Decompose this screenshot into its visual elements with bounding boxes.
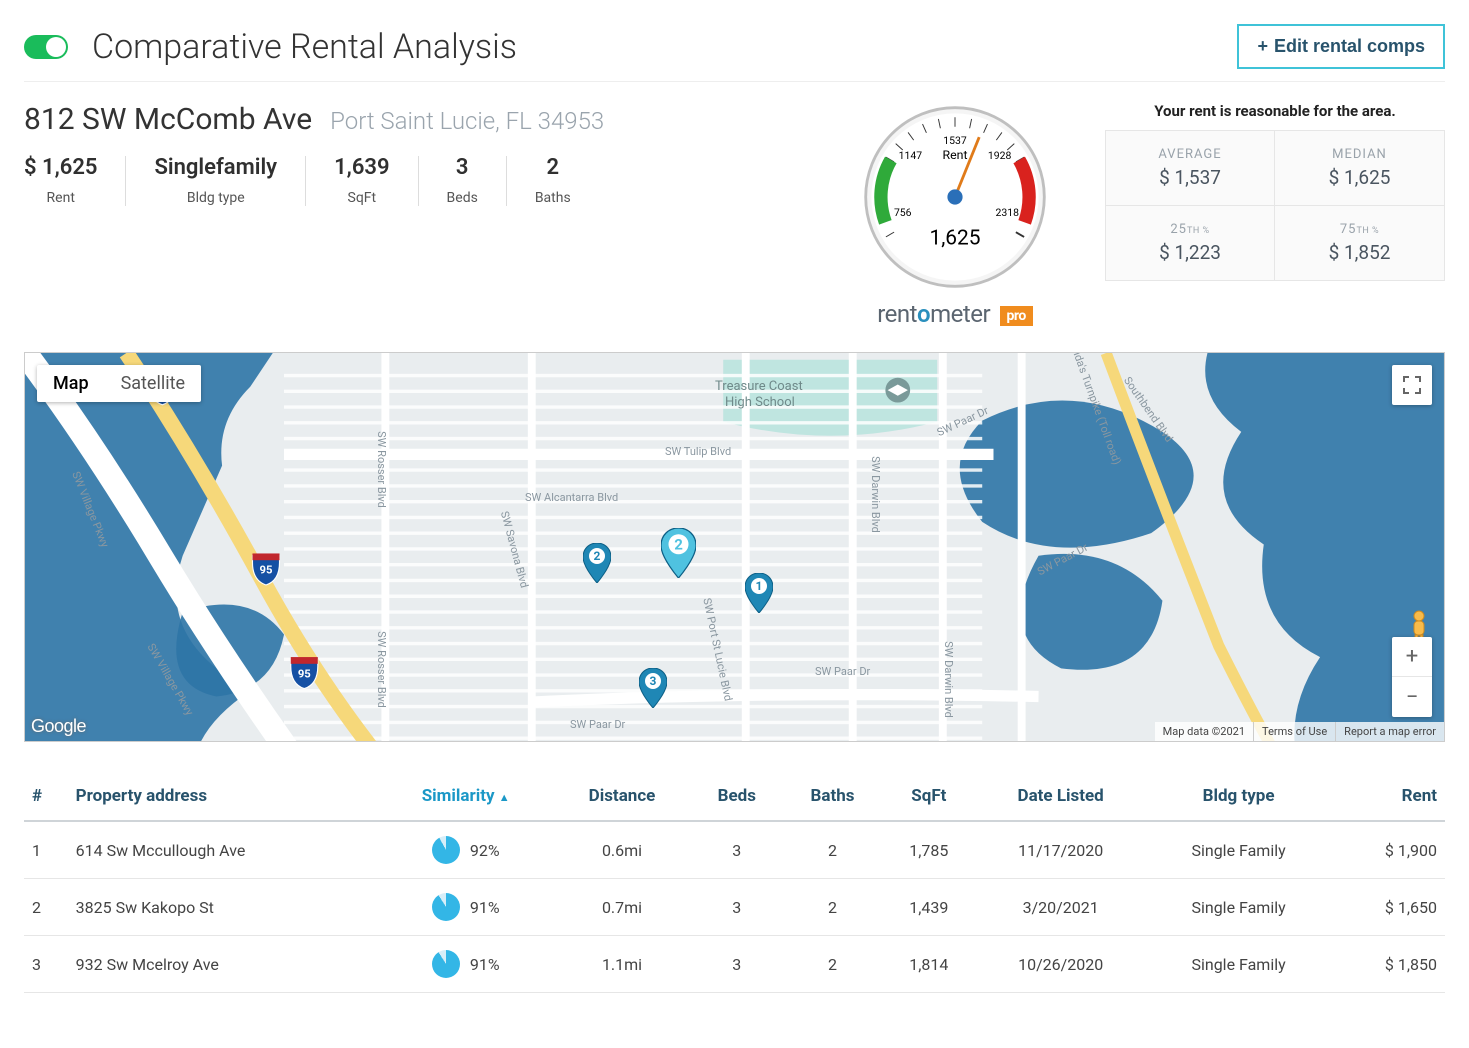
svg-text:1: 1: [756, 579, 763, 593]
zoom-out-button[interactable]: −: [1392, 677, 1432, 717]
svg-text:1928: 1928: [988, 149, 1012, 162]
svg-text:1147: 1147: [899, 149, 923, 162]
table-row[interactable]: 3932 Sw Mcelroy Ave91%1.1mi321,81410/26/…: [24, 936, 1445, 993]
rent-gauge: 1537 1147 1928 756 2318 Rent 1,625: [845, 102, 1065, 292]
col-dist[interactable]: Distance: [553, 772, 692, 821]
col-idx[interactable]: #: [24, 772, 68, 821]
subject-city: Port Saint Lucie, FL 34953: [330, 107, 604, 135]
similarity-pie-icon: [432, 893, 460, 921]
similarity-pie-icon: [432, 950, 460, 978]
svg-text:95: 95: [260, 564, 273, 577]
col-beds[interactable]: Beds: [691, 772, 782, 821]
zoom-control[interactable]: + −: [1392, 637, 1432, 717]
svg-text:2: 2: [674, 535, 683, 553]
map-attribution: Map data ©2021 Terms of Use Report a map…: [1155, 722, 1444, 741]
col-bldg[interactable]: Bldg type: [1146, 772, 1331, 821]
page-title: Comparative Rental Analysis: [92, 27, 517, 67]
col-sqft[interactable]: SqFt: [883, 772, 975, 821]
subject-address: 812 SW McComb Ave: [24, 102, 312, 137]
svg-text:Rent: Rent: [942, 149, 967, 163]
rentometer-logo: rentometer pro: [845, 300, 1065, 328]
comps-map[interactable]: 959595 Map Satellite + − Google Map data…: [24, 352, 1445, 742]
col-addr[interactable]: Property address: [68, 772, 379, 821]
col-baths[interactable]: Baths: [782, 772, 882, 821]
map-tab-satellite[interactable]: Satellite: [105, 365, 201, 402]
verdict-text: Your rent is reasonable for the area.: [1105, 102, 1445, 120]
table-row[interactable]: 23825 Sw Kakopo St91%0.7mi321,4393/20/20…: [24, 879, 1445, 936]
svg-text:2318: 2318: [996, 206, 1020, 219]
col-rent[interactable]: Rent: [1331, 772, 1445, 821]
col-date[interactable]: Date Listed: [975, 772, 1146, 821]
comps-table: #Property addressSimilarity ▲DistanceBed…: [24, 772, 1445, 993]
svg-text:1537: 1537: [943, 134, 967, 147]
svg-text:95: 95: [298, 667, 311, 680]
map-pin-subject[interactable]: 2: [661, 528, 689, 568]
map-tab-map[interactable]: Map: [37, 365, 105, 402]
svg-text:2: 2: [594, 549, 601, 563]
zoom-in-button[interactable]: +: [1392, 637, 1432, 677]
subject-stat-row: $ 1,625RentSinglefamilyBldg type1,639SqF…: [24, 155, 805, 206]
table-row[interactable]: 1614 Sw Mccullough Ave92%0.6mi321,78511/…: [24, 821, 1445, 879]
map-pin-1[interactable]: 1: [745, 573, 773, 613]
map-pin-2[interactable]: 2: [583, 543, 611, 583]
map-type-control[interactable]: Map Satellite: [37, 365, 201, 402]
google-logo: Google: [31, 716, 86, 737]
similarity-pie-icon: [432, 836, 460, 864]
edit-rental-comps-button[interactable]: + Edit rental comps: [1237, 24, 1445, 69]
stat-grid: AVERAGE$ 1,537MEDIAN$ 1,62525TH %$ 1,223…: [1105, 130, 1445, 281]
map-pin-3[interactable]: 3: [639, 668, 667, 708]
fullscreen-icon[interactable]: [1392, 365, 1432, 405]
col-sim[interactable]: Similarity ▲: [379, 772, 553, 821]
svg-text:1,625: 1,625: [929, 227, 980, 251]
svg-text:3: 3: [650, 674, 657, 688]
plus-icon: +: [1257, 36, 1268, 57]
svg-text:756: 756: [894, 206, 912, 219]
analysis-toggle[interactable]: [24, 35, 68, 59]
